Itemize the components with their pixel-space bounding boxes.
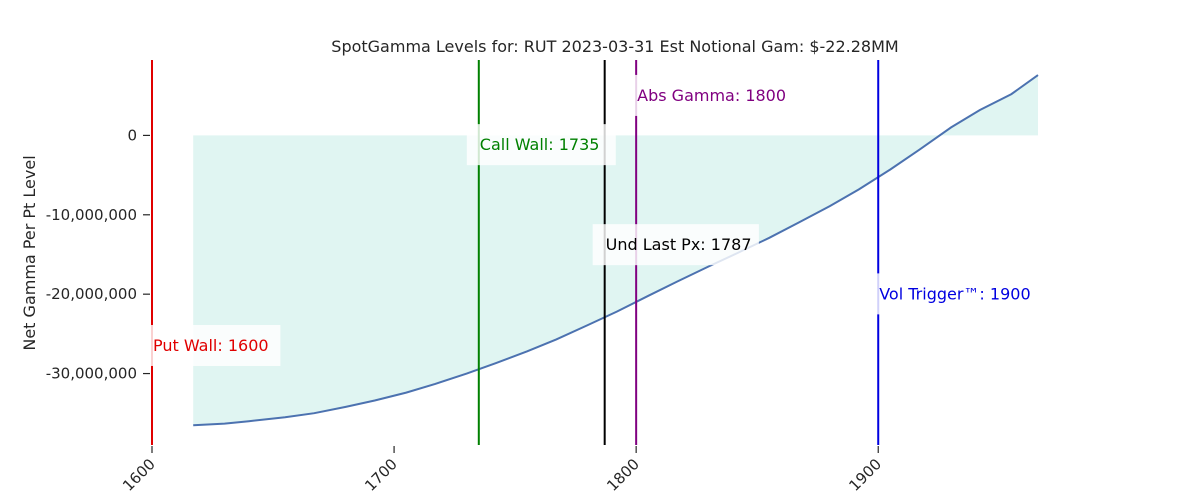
level-label-3: Abs Gamma: 1800 <box>637 86 786 105</box>
level-label-bg-2 <box>592 224 759 266</box>
y-axis-label: Net Gamma Per Pt Level <box>20 155 39 350</box>
level-label-2: Und Last Px: 1787 <box>606 235 752 254</box>
level-label-bg-1 <box>466 124 616 166</box>
level-label-bg-4 <box>866 273 1042 315</box>
y-tick-label: -10,000,000 <box>46 206 137 224</box>
gamma-line <box>193 74 1039 427</box>
level-label-4: Vol Trigger™: 1900 <box>879 284 1030 303</box>
x-tick-label: 1800 <box>603 455 643 495</box>
level-label-bg-0 <box>140 324 281 366</box>
chart-title: SpotGamma Levels for: RUT 2023-03-31 Est… <box>331 37 898 56</box>
level-label-1: Call Wall: 1735 <box>480 135 600 154</box>
y-tick-label: -20,000,000 <box>46 285 137 303</box>
x-tick-label: 1900 <box>845 455 885 495</box>
level-label-bg-3 <box>624 74 774 116</box>
level-label-0: Put Wall: 1600 <box>153 336 269 355</box>
y-tick-label: -30,000,000 <box>46 365 137 383</box>
x-tick-label: 1600 <box>119 455 159 495</box>
x-tick-label: 1700 <box>361 455 401 495</box>
y-tick-label: 0 <box>127 126 137 144</box>
